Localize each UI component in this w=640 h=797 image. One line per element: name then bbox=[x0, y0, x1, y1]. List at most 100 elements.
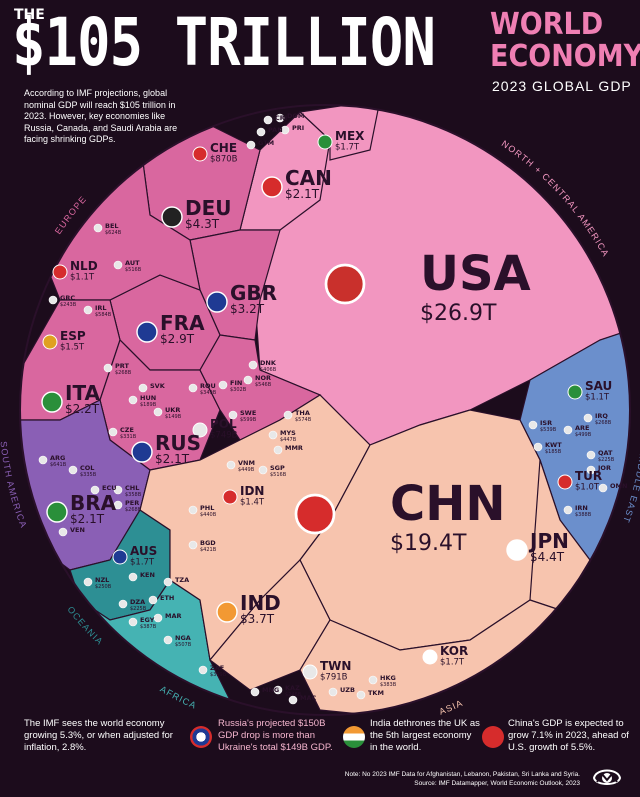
country-code-chn: CHN bbox=[390, 476, 506, 532]
region-label-africa: AFRICA bbox=[158, 684, 198, 711]
country-value-nzl: $250B bbox=[95, 584, 112, 590]
country-code-pri: PRI bbox=[292, 124, 304, 132]
country-value-grc: $243B bbox=[60, 302, 77, 308]
flag-per-icon bbox=[113, 500, 123, 510]
flag-usa-icon bbox=[324, 263, 366, 305]
country-code-pol: POL bbox=[210, 417, 237, 431]
flag-cri-icon bbox=[263, 115, 273, 125]
header-subtitle: 2023 GLOBAL GDP bbox=[492, 78, 632, 94]
flag-sgp-icon bbox=[258, 465, 268, 475]
region-label-asia: ASIA bbox=[438, 698, 465, 717]
country-code-nga: NGA bbox=[175, 634, 191, 642]
country-code-tur: TUR bbox=[575, 469, 602, 483]
country-value-arg: $641B bbox=[50, 462, 67, 468]
flag-sau-icon bbox=[567, 384, 583, 400]
country-value-usa: $26.9T bbox=[420, 301, 497, 326]
country-code-cri: CRI bbox=[275, 114, 287, 122]
country-value-vnm: $449B bbox=[238, 467, 255, 473]
flag-ven-icon bbox=[58, 527, 68, 537]
source-text: Source: IMF Datamapper, World Economic O… bbox=[414, 780, 580, 787]
country-code-ind: IND bbox=[240, 591, 281, 615]
country-value-dnk: $406B bbox=[260, 367, 277, 373]
country-value-sau: $1.1T bbox=[585, 393, 610, 403]
country-code-svk: SVK bbox=[150, 382, 166, 390]
country-value-per: $268B bbox=[125, 507, 142, 513]
country-code-gtm: GTM bbox=[258, 139, 274, 147]
country-value-bel: $624B bbox=[105, 230, 122, 236]
flag-gbr-icon bbox=[206, 291, 228, 313]
flag-aut-icon bbox=[113, 260, 123, 270]
flag-tha-icon bbox=[283, 410, 293, 420]
country-code-per: PER bbox=[125, 499, 139, 507]
flag-col-icon bbox=[68, 465, 78, 475]
flag-nld-icon bbox=[52, 264, 68, 280]
flag-eth-icon bbox=[148, 595, 158, 605]
country-code-irl: IRL bbox=[95, 304, 107, 312]
flag-svk-icon bbox=[138, 383, 148, 393]
flag-kaz-icon bbox=[273, 685, 283, 695]
flag-pri-icon bbox=[280, 125, 290, 135]
country-code-idn: IDN bbox=[240, 484, 264, 498]
flag-cze-icon bbox=[108, 427, 118, 437]
flag-bel-icon bbox=[93, 223, 103, 233]
country-value-che: $870B bbox=[210, 155, 238, 165]
country-code-mys: MYS bbox=[280, 429, 296, 437]
country-value-mys: $447B bbox=[280, 437, 297, 443]
country-code-bgd: BGD bbox=[200, 539, 216, 547]
country-value-prt: $268B bbox=[115, 370, 132, 376]
country-code-hkg: HKG bbox=[380, 674, 396, 682]
country-code-fin: FIN bbox=[230, 379, 242, 387]
country-value-tur: $1.0T bbox=[575, 483, 600, 493]
india-flag-icon bbox=[343, 726, 365, 748]
country-value-kor: $1.7T bbox=[440, 658, 465, 668]
flag-tkm-icon bbox=[356, 690, 366, 700]
flag-twn-icon bbox=[302, 664, 318, 680]
country-code-jor: JOR bbox=[597, 464, 611, 472]
country-code-ven: VEN bbox=[70, 526, 85, 534]
country-value-esp: $1.5T bbox=[60, 343, 85, 353]
country-value-zaf: $399B bbox=[210, 672, 227, 678]
flag-idn-icon bbox=[222, 489, 238, 505]
flag-rus-icon bbox=[131, 441, 153, 463]
visual-capitalist-logo-icon bbox=[592, 769, 622, 785]
country-value-phl: $440B bbox=[200, 512, 217, 518]
footer-russia: Russia's projected $150B GDP drop is mor… bbox=[218, 718, 333, 753]
region-cells bbox=[20, 105, 630, 715]
flag-are-icon bbox=[563, 425, 573, 435]
header-world: WORLD bbox=[490, 7, 604, 42]
country-code-dza: DZA bbox=[130, 598, 145, 606]
country-value-kwt: $185B bbox=[545, 449, 562, 455]
country-code-swe: SWE bbox=[240, 409, 256, 417]
country-code-cze: CZE bbox=[120, 426, 134, 434]
flag-omn-icon bbox=[598, 483, 608, 493]
country-value-nld: $1.1T bbox=[70, 273, 95, 283]
flag-ita-icon bbox=[41, 391, 63, 413]
country-value-nga: $507B bbox=[175, 642, 192, 648]
country-code-bra: BRA bbox=[70, 491, 117, 515]
country-value-qat: $225B bbox=[598, 457, 615, 463]
country-value-bra: $2.1T bbox=[70, 512, 105, 526]
header-the: THE bbox=[14, 7, 45, 23]
china-flag-icon bbox=[482, 726, 504, 748]
country-value-twn: $791B bbox=[320, 673, 348, 683]
flag-ind-icon bbox=[216, 601, 238, 623]
header-economy: ECONOMY bbox=[490, 39, 640, 74]
country-value-mex: $1.7T bbox=[335, 143, 360, 153]
flag-dza-icon bbox=[118, 599, 128, 609]
country-value-deu: $4.3T bbox=[185, 217, 220, 231]
flag-grc-icon bbox=[48, 295, 58, 305]
flag-zaf-icon bbox=[198, 665, 208, 675]
flag-hun-icon bbox=[128, 395, 138, 405]
flag-phl-icon bbox=[188, 505, 198, 515]
flag-isr-icon bbox=[528, 420, 538, 430]
country-value-fra: $2.9T bbox=[160, 332, 195, 346]
country-value-ind: $3.7T bbox=[240, 612, 275, 626]
flag-mex-icon bbox=[317, 134, 333, 150]
country-code-kor: KOR bbox=[440, 644, 468, 658]
flag-chn-icon bbox=[294, 493, 336, 535]
footer-growth: The IMF sees the world economy growing 5… bbox=[24, 718, 173, 753]
country-value-idn: $1.4T bbox=[240, 498, 265, 508]
country-value-bgd: $421B bbox=[200, 547, 217, 553]
